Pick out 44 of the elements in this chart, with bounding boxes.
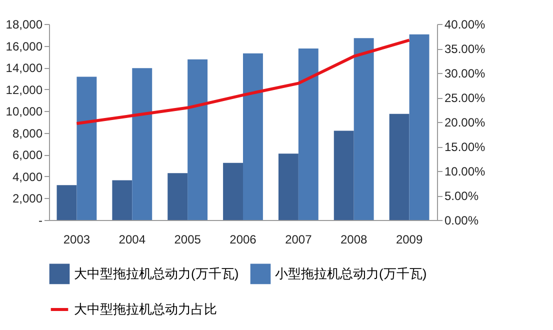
y2-tick-label: 10.00%: [444, 164, 486, 178]
y-tick-label: -: [38, 214, 42, 228]
bar: [223, 162, 243, 220]
x-tick-label: 2008: [340, 232, 368, 246]
y-tick-label: 14,000: [6, 61, 43, 76]
y2-tick-label: 0.00%: [444, 214, 479, 228]
y-tick-label: 6,000: [12, 148, 43, 162]
y-tick-label: 2,000: [12, 192, 43, 206]
bar: [389, 114, 410, 220]
x-tick-label: 2003: [63, 232, 90, 246]
y-tick-label: 8,000: [12, 126, 43, 140]
y2-tick-label: 25.00%: [444, 91, 486, 105]
y-tick-label: 16,000: [6, 39, 43, 54]
y2-tick-label: 30.00%: [444, 66, 486, 80]
y2-tick-label: 20.00%: [444, 116, 486, 130]
bar: [188, 59, 208, 220]
bar: [298, 48, 318, 220]
y2-tick-label: 35.00%: [444, 42, 486, 56]
x-tick-label: 2009: [396, 232, 423, 246]
bar: [76, 76, 97, 220]
y-tick-label: 18,000: [6, 18, 43, 32]
bar: [168, 173, 188, 220]
legend-label: 大中型拖拉机总动力(万千瓦): [74, 266, 239, 281]
y2-tick-label: 15.00%: [444, 140, 486, 154]
bar: [243, 53, 263, 220]
bar: [132, 68, 152, 220]
bar: [56, 185, 77, 220]
line-series: [75, 38, 411, 125]
y2-tick-label: 40.00%: [444, 18, 486, 32]
bar: [112, 180, 132, 220]
y-tick-label: 10,000: [6, 104, 43, 119]
legend-label: 小型拖拉机总动力(万千瓦): [275, 266, 427, 281]
y-tick-label: 12,000: [6, 82, 43, 97]
x-tick-label: 2006: [230, 232, 257, 246]
x-tick-label: 2005: [174, 232, 202, 246]
bar: [354, 38, 374, 220]
bar: [278, 154, 298, 220]
bar: [334, 130, 354, 220]
y2-tick-label: 5.00%: [444, 189, 479, 203]
x-tick-label: 2004: [118, 232, 146, 246]
x-tick-label: 2007: [285, 232, 312, 246]
y-tick-label: 4,000: [12, 170, 43, 184]
bar: [409, 34, 430, 220]
legend-label: 大中型拖拉机总动力占比: [74, 302, 217, 316]
